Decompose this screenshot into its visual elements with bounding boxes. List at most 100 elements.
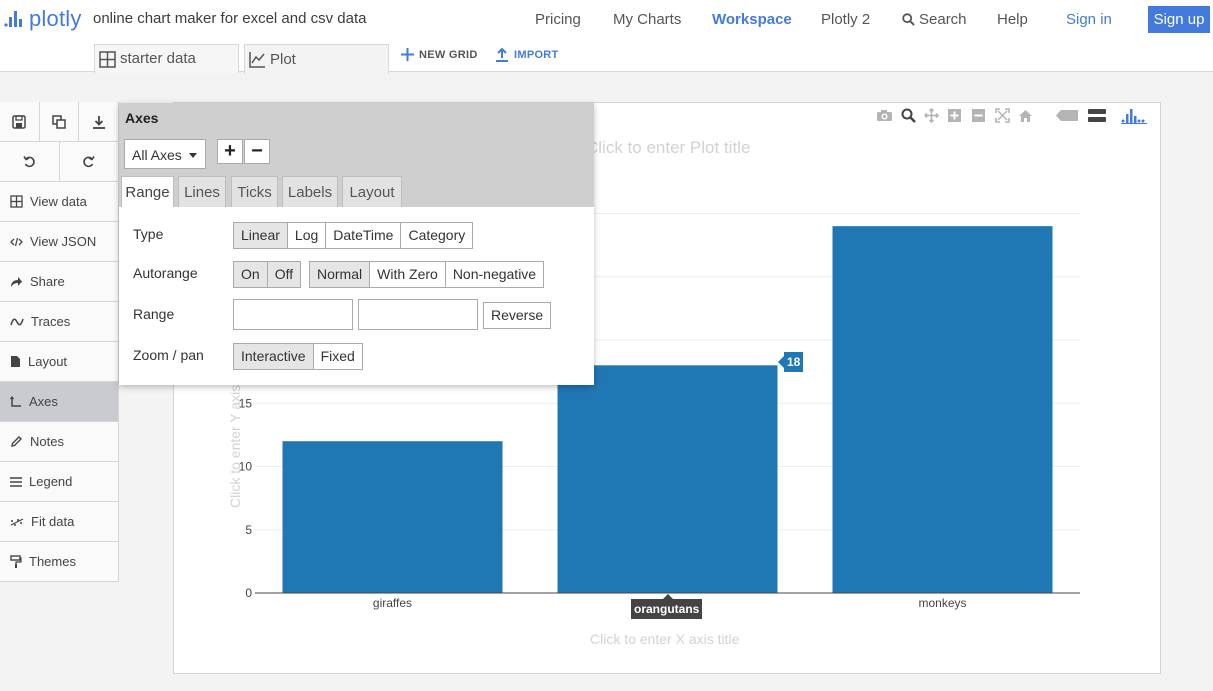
new-grid-label: NEW GRID — [419, 48, 478, 61]
nav-plotly2[interactable]: Plotly 2 — [821, 11, 871, 28]
traces-icon — [10, 318, 24, 325]
y-tick-label: 0 — [245, 586, 252, 600]
share-icon — [11, 276, 22, 287]
autorange-non-negative-button[interactable]: Non-negative — [444, 262, 544, 287]
tab-lines[interactable]: Lines — [178, 176, 226, 207]
paint-roller-icon — [10, 555, 22, 568]
bar — [557, 365, 778, 593]
nav-workspace[interactable]: Workspace — [712, 11, 792, 28]
range-min-input[interactable] — [233, 299, 353, 330]
autorange-off-button[interactable]: Off — [266, 262, 301, 287]
bar — [832, 226, 1053, 593]
sidebar-item-view-json[interactable]: View JSON — [0, 222, 119, 262]
tab-ticks[interactable]: Ticks — [231, 176, 278, 207]
tab-plot-label: Plot — [270, 50, 296, 68]
spike-lines-icon[interactable] — [1055, 109, 1079, 122]
sign-up-button[interactable]: Sign up — [1148, 6, 1210, 33]
redo-icon — [83, 156, 95, 168]
pan-icon[interactable] — [924, 108, 939, 123]
tab-range[interactable]: Range — [121, 176, 174, 207]
compare-hover-icon[interactable] — [1087, 108, 1107, 123]
sidebar-item-legend[interactable]: Legend — [0, 462, 119, 502]
import-label: IMPORT — [514, 49, 559, 61]
tab-starter-data-label: starter data — [120, 50, 196, 67]
camera-icon[interactable] — [876, 109, 893, 122]
y-tick-label: 15 — [239, 396, 253, 410]
sidebar-item-share[interactable]: Share — [0, 262, 119, 302]
type-datetime-button[interactable]: DateTime — [325, 223, 401, 248]
x-tick-label: giraffes — [373, 596, 412, 610]
range-max-input[interactable] — [358, 299, 478, 330]
type-category-button[interactable]: Category — [400, 223, 473, 248]
download-button[interactable] — [78, 102, 118, 141]
sidebar-item-themes[interactable]: Themes — [0, 542, 119, 582]
duplicate-button[interactable] — [38, 102, 79, 141]
zoom-out-icon[interactable] — [971, 108, 987, 123]
search-icon — [902, 13, 915, 26]
sidebar-file-actions — [0, 102, 119, 142]
sidebar-item-label: Themes — [29, 554, 76, 569]
panel-title: Axes — [125, 110, 159, 126]
redo-button[interactable] — [58, 142, 119, 181]
sidebar-item-fit-data[interactable]: Fit data — [0, 502, 119, 542]
tab-layout[interactable]: Layout — [342, 176, 402, 207]
left-sidebar: View data View JSON Share Traces Layout … — [0, 102, 119, 582]
sidebar-item-layout[interactable]: Layout — [0, 342, 119, 382]
y-tick-label: 10 — [239, 460, 253, 474]
plot-modebar — [876, 107, 1155, 124]
sidebar-item-label: Axes — [29, 394, 58, 409]
tab-labels[interactable]: Labels — [282, 176, 338, 207]
file-tab-bar: starter data Plot NEW GRID IMPORT — [0, 42, 1213, 74]
hover-label-y: 18 — [777, 352, 804, 372]
grid-icon — [10, 195, 23, 208]
tab-plot[interactable]: Plot — [244, 44, 389, 74]
nav-help[interactable]: Help — [997, 11, 1028, 28]
reverse-button[interactable]: Reverse — [483, 302, 552, 329]
zoom-icon[interactable] — [901, 108, 916, 123]
axes-icon — [10, 395, 21, 407]
zoom-pan-selector: Interactive Fixed — [233, 343, 363, 370]
tab-starter-data[interactable]: starter data — [94, 44, 239, 73]
autorange-toggle: On Off — [233, 261, 302, 288]
add-axis-button[interactable]: + — [217, 139, 243, 164]
plotly-logo-icon[interactable] — [1121, 107, 1147, 124]
autorange-normal-button[interactable]: Normal — [310, 262, 370, 287]
nav-search[interactable]: Search — [902, 11, 967, 28]
axis-select-dropdown[interactable]: All Axes — [124, 139, 206, 169]
type-log-button[interactable]: Log — [286, 223, 326, 248]
brand-name: plotly — [29, 6, 82, 31]
import-button[interactable]: IMPORT — [495, 48, 559, 62]
zoom-fixed-button[interactable]: Fixed — [312, 344, 362, 369]
sidebar-item-traces[interactable]: Traces — [0, 302, 119, 342]
sidebar-item-axes[interactable]: Axes — [0, 382, 119, 422]
remove-axis-button[interactable]: − — [244, 139, 270, 164]
autorange-label: Autorange — [133, 265, 198, 281]
sidebar-item-notes[interactable]: Notes — [0, 422, 119, 462]
zoom-interactive-button[interactable]: Interactive — [234, 344, 313, 369]
y-axis-title-placeholder[interactable]: Click to enter Y axis title — [227, 359, 243, 508]
autoscale-icon[interactable] — [995, 108, 1010, 123]
x-tick-label: monkeys — [918, 596, 966, 610]
nav-pricing[interactable]: Pricing — [535, 11, 581, 28]
sidebar-item-label: Legend — [29, 474, 73, 489]
layout-icon — [11, 356, 20, 367]
home-icon[interactable] — [1018, 109, 1033, 123]
new-grid-button[interactable]: NEW GRID — [401, 48, 478, 61]
sidebar-item-view-data[interactable]: View data — [0, 182, 119, 222]
type-linear-button[interactable]: Linear — [234, 223, 287, 248]
nav-sign-in[interactable]: Sign in — [1066, 11, 1112, 28]
autorange-on-button[interactable]: On — [234, 262, 267, 287]
plot-title-placeholder[interactable]: Click to enter Plot title — [586, 138, 751, 157]
line-chart-icon — [249, 52, 265, 68]
axes-panel: Axes All Axes + − Range Lines Ticks Labe… — [119, 103, 594, 385]
sidebar-item-label: Traces — [31, 314, 71, 329]
brand[interactable]: plotly — [4, 6, 82, 32]
zoom-in-icon[interactable] — [947, 108, 963, 123]
save-button[interactable] — [0, 102, 39, 141]
sidebar-item-label: Share — [30, 274, 65, 289]
undo-button[interactable] — [0, 142, 59, 181]
x-axis-title-placeholder[interactable]: Click to enter X axis title — [590, 631, 740, 647]
nav-my-charts[interactable]: My Charts — [613, 11, 682, 28]
autorange-with-zero-button[interactable]: With Zero — [369, 262, 445, 287]
legend-icon — [10, 476, 22, 487]
